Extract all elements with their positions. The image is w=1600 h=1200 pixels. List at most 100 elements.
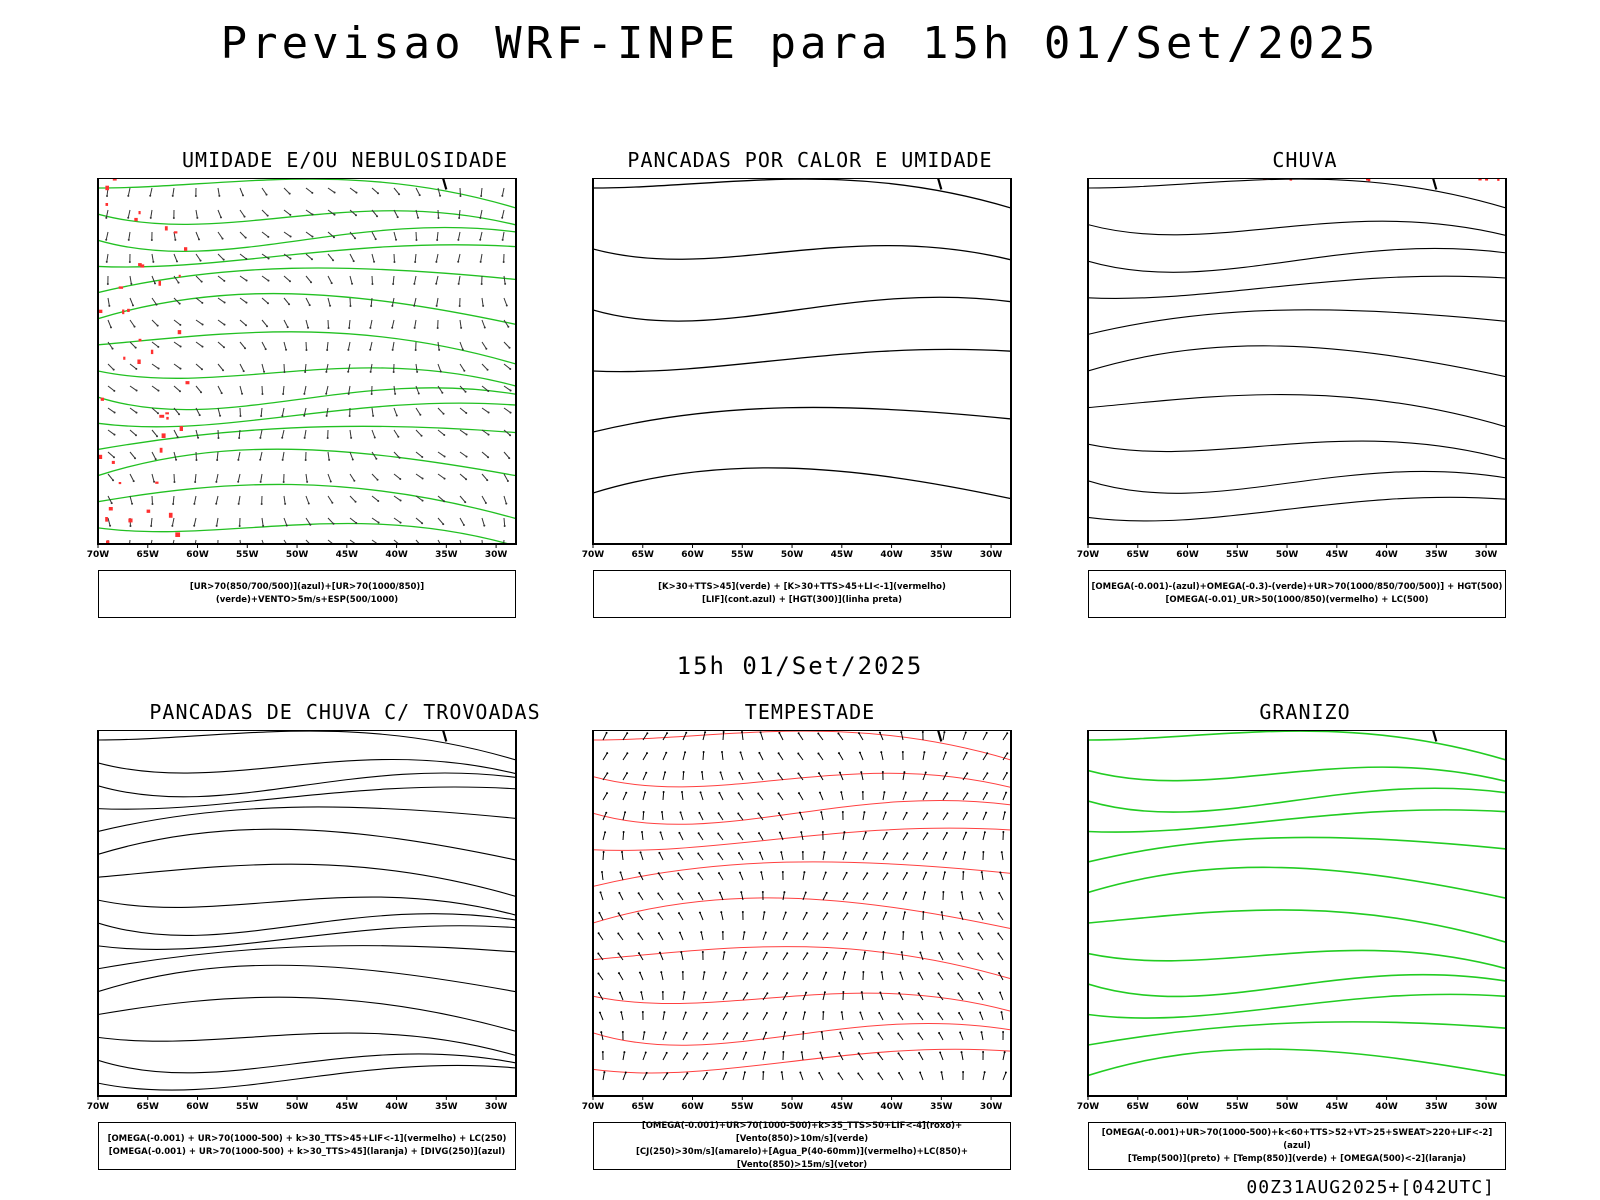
lon-label: 55W: [1226, 550, 1249, 560]
streamlines: [1088, 178, 1506, 522]
map-content: [593, 178, 1011, 500]
panel-umidade: UMIDADE E/OU NEBULOSIDADE: [100, 148, 590, 618]
hgt300-contours: [593, 178, 1011, 500]
lon-label: 50W: [1276, 1102, 1299, 1112]
legend-chuva: [OMEGA(-0.001)-(azul)+OMEGA(-0.3)-(verde…: [1088, 570, 1506, 618]
lon-label: 45W: [336, 550, 359, 560]
lon-label: 70W: [87, 550, 110, 560]
map-umidade: 12S15S18S21S24S27S30S33S36S39S42S70W65W6…: [87, 178, 517, 560]
map-content: [593, 730, 1011, 1081]
lon-label: 35W: [435, 1102, 458, 1112]
wind-vectors: [105, 187, 512, 544]
legend-granizo: [OMEGA(-0.001)+UR>70(1000-500)+k<60+TTS>…: [1088, 1122, 1506, 1170]
lon-label: 70W: [582, 550, 605, 560]
map-content: [98, 178, 516, 544]
lon-label: 50W: [781, 550, 804, 560]
panel-title: GRANIZO: [1259, 700, 1351, 724]
lon-label: 30W: [1475, 1102, 1498, 1112]
lon-label: 65W: [137, 550, 160, 560]
green-contours: [98, 178, 516, 544]
legend-line: [OMEGA(-0.001)+UR>70(1000-500)+k>35_TTS>…: [641, 1121, 963, 1144]
lon-label: 45W: [336, 1102, 359, 1112]
lon-label: 70W: [1077, 1102, 1100, 1112]
lon-label: 50W: [286, 550, 309, 560]
lon-label: 65W: [632, 550, 655, 560]
map-chuva: 12S15S18S21S24S27S30S33S36S39S42S70W65W6…: [1077, 178, 1507, 560]
legend-line: [K>30+TTS>45](verde) + [K>30+TTS>45+LI<-…: [658, 582, 946, 592]
lon-label: 65W: [1127, 1102, 1150, 1112]
lon-label: 70W: [87, 1102, 110, 1112]
lon-label: 30W: [1475, 550, 1498, 560]
lon-label: 35W: [435, 550, 458, 560]
lon-label: 60W: [1176, 1102, 1199, 1112]
panel-chuva: CHUVA: [1060, 148, 1550, 618]
mid-title: 15h 01/Set/2025: [676, 652, 924, 680]
lon-label: 55W: [731, 1102, 754, 1112]
lon-label: 50W: [781, 1102, 804, 1112]
legend-trovoadas: [OMEGA(-0.001) + UR>70(1000-500) + k>30_…: [98, 1122, 516, 1170]
panel-title: PANCADAS POR CALOR E UMIDADE: [627, 148, 993, 172]
lon-label: 50W: [1276, 550, 1299, 560]
legend-line: [UR>70(850/700/500)](azul)+[UR>70(1000/8…: [189, 582, 425, 605]
legend-line: [OMEGA(-0.001) + UR>70(1000-500) + k>30_…: [107, 1134, 507, 1144]
map-frame: [1087, 178, 1507, 545]
panel-pancadas-calor: PANCADAS POR CALOR E UMIDADE: [565, 148, 1055, 618]
lon-label: 45W: [831, 1102, 854, 1112]
map-frame: [592, 178, 1012, 545]
panel-title: TEMPESTADE: [744, 700, 876, 724]
lon-label: 40W: [880, 550, 903, 560]
map-frame: [97, 178, 517, 545]
wind-vectors: [597, 731, 1009, 1081]
legend-line: [Temp(500)](preto) + [Temp(850)](verde) …: [1127, 1153, 1467, 1164]
lon-label: 60W: [1176, 550, 1199, 560]
map-tempestade: 12S15S18S21S24S27S30S33S36S39S42S70W65W6…: [582, 730, 1012, 1112]
lon-label: 60W: [186, 550, 209, 560]
lon-label: 70W: [1077, 550, 1100, 560]
map-trovoadas: 12S15S18S21S24S27S30S33S36S39S42S70W65W6…: [87, 730, 517, 1112]
lon-label: 55W: [1226, 1102, 1249, 1112]
lon-label: 45W: [831, 550, 854, 560]
legend-line: [CJ(250)>30m/s](amarelo)+[Agua_P(40-60mm…: [635, 1147, 969, 1170]
lon-label: 55W: [236, 550, 259, 560]
lon-label: 60W: [681, 550, 704, 560]
lon-label: 35W: [930, 1102, 953, 1112]
map-pancadas-calor: 12S15S18S21S24S27S30S33S36S39S42S70W65W6…: [582, 178, 1012, 560]
lon-label: 40W: [385, 1102, 408, 1112]
panel-title: UMIDADE E/OU NEBULOSIDADE: [181, 148, 509, 172]
red-speckles: [98, 178, 190, 544]
lon-label: 35W: [1425, 550, 1448, 560]
legend-line: [OMEGA(-0.01)_UR>50(1000/850)(vermelho) …: [1165, 595, 1429, 605]
lon-label: 65W: [137, 1102, 160, 1112]
lon-label: 40W: [1375, 550, 1398, 560]
lon-label: 65W: [1127, 550, 1150, 560]
lon-label: 30W: [485, 1102, 508, 1112]
panel-title: CHUVA: [1272, 148, 1338, 172]
panel-tempestade: TEMPESTADE: [565, 700, 1055, 1170]
lon-label: 35W: [930, 550, 953, 560]
lon-label: 30W: [980, 1102, 1003, 1112]
footer-run-info: 00Z31AUG2025+[042UTC]: [1246, 1177, 1495, 1198]
legend-line: [OMEGA(-0.001)+UR>70(1000-500)+k<60+TTS>…: [1101, 1127, 1493, 1151]
panel-title: PANCADAS DE CHUVA C/ TROVOADAS: [149, 700, 541, 724]
lon-label: 35W: [1425, 1102, 1448, 1112]
map-frame: [97, 730, 517, 1097]
map-content: [98, 730, 516, 1091]
lon-label: 55W: [731, 550, 754, 560]
panel-granizo: GRANIZO: [1060, 700, 1550, 1170]
lon-label: 60W: [186, 1102, 209, 1112]
lon-label: 30W: [980, 550, 1003, 560]
temp850-green-contours: [1088, 730, 1506, 1077]
map-content: [1088, 730, 1506, 1077]
map-granizo: 12S15S18S21S24S27S30S33S36S39S42S70W65W6…: [1077, 730, 1507, 1112]
legend-umidade: [UR>70(850/700/500)](azul)+[UR>70(1000/8…: [98, 570, 516, 618]
lon-label: 65W: [632, 1102, 655, 1112]
panel-trovoadas: PANCADAS DE CHUVA C/ TROVOADAS: [100, 700, 590, 1170]
lon-label: 40W: [880, 1102, 903, 1112]
map-frame: [1087, 730, 1507, 1097]
lon-label: 60W: [681, 1102, 704, 1112]
map-content: [1088, 178, 1506, 522]
legend-pancadas-calor: [K>30+TTS>45](verde) + [K>30+TTS>45+LI<-…: [593, 570, 1011, 618]
lon-label: 70W: [582, 1102, 605, 1112]
lon-label: 40W: [1375, 1102, 1398, 1112]
legend-line: [OMEGA(-0.001) + UR>70(1000-500) + k>30_…: [108, 1147, 506, 1157]
